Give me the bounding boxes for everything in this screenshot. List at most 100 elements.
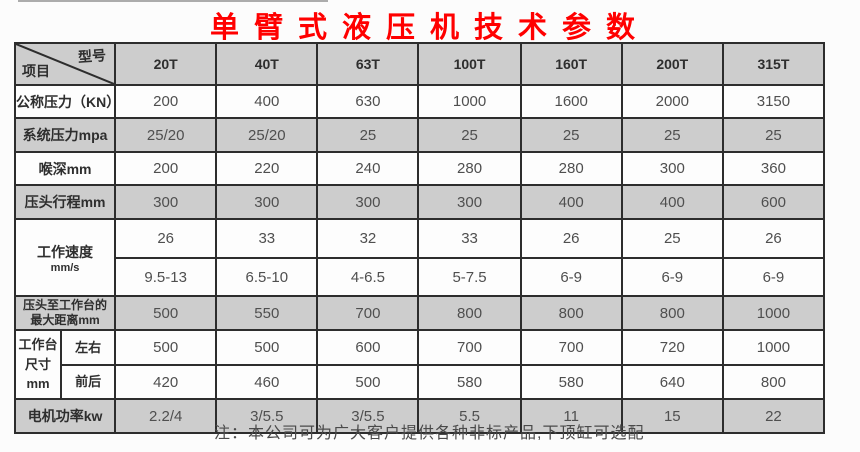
value-cell: 420 <box>114 364 218 400</box>
value-cell: 6-9 <box>721 257 826 297</box>
row-label: 公称压力（KN） <box>13 84 117 119</box>
value-cell: 11 <box>519 398 623 434</box>
value-cell: 22 <box>721 398 826 434</box>
row-working-speed-slow: 9.5-13 6.5-10 4-6.5 5-7.5 6-9 6-9 6-9 <box>15 257 826 297</box>
spec-table: 型号 项目 20T 40T 63T 100T 160T 200T 315T 公称… <box>13 42 826 434</box>
value-cell: 25/20 <box>215 117 319 153</box>
value-cell: 1000 <box>721 329 826 366</box>
value-cell: 25 <box>519 117 623 153</box>
table-size-label-line3: mm <box>26 376 50 392</box>
value-cell: 2.2/4 <box>114 398 218 434</box>
value-cell: 3/5.5 <box>316 398 420 434</box>
value-cell: 1000 <box>721 295 826 331</box>
lr-label: 左右 <box>60 329 117 366</box>
row-label: 压头至工作台的 最大距离mm <box>13 295 117 331</box>
value-cell: 32 <box>316 218 420 259</box>
value-cell: 720 <box>620 329 724 366</box>
value-cell: 600 <box>316 329 420 366</box>
value-cell: 3150 <box>721 84 826 119</box>
value-cell: 300 <box>417 184 522 220</box>
value-cell: 9.5-13 <box>114 257 218 297</box>
value-cell: 33 <box>215 218 319 259</box>
value-cell: 15 <box>620 398 724 434</box>
value-cell: 5-7.5 <box>417 257 522 297</box>
row-max-distance: 压头至工作台的 最大距离mm 500 550 700 800 800 800 1… <box>13 295 826 331</box>
value-cell: 400 <box>620 184 724 220</box>
value-cell: 1600 <box>519 84 623 119</box>
value-cell: 360 <box>721 151 826 186</box>
value-cell: 800 <box>620 295 724 331</box>
value-cell: 6-9 <box>519 257 623 297</box>
row-table-size-lr: 工作台 尺寸 mm 左右 500 500 600 700 700 720 100… <box>13 329 826 400</box>
value-cell: 640 <box>620 364 724 400</box>
header-row: 型号 项目 20T 40T 63T 100T 160T 200T 315T <box>13 42 826 86</box>
max-distance-label-line1: 压头至工作台的 <box>23 298 108 312</box>
footnote: 注：本公司可为广大客户提供各种非标产品,下顶缸可选配 <box>214 425 645 442</box>
value-cell: 800 <box>721 364 826 400</box>
value-cell: 700 <box>519 329 623 366</box>
value-cell: 500 <box>316 364 420 400</box>
value-cell: 3/5.5 <box>215 398 319 434</box>
value-cell: 25 <box>316 117 420 153</box>
value-cell: 300 <box>316 184 420 220</box>
value-cell: 25/20 <box>114 117 218 153</box>
model-header-100t: 100T <box>417 42 522 86</box>
working-speed-label: 工作速度 <box>37 243 94 260</box>
row-system-pressure: 系统压力mpa 25/20 25/20 25 25 25 25 25 <box>13 117 826 153</box>
value-cell: 220 <box>215 151 319 186</box>
value-cell: 25 <box>620 218 724 259</box>
table-size-label-line1: 工作台 <box>18 337 58 353</box>
max-distance-label-line2: 最大距离mm <box>30 313 100 327</box>
row-nominal-pressure: 公称压力（KN） 200 400 630 1000 1600 2000 3150 <box>13 84 826 119</box>
row-label: 工作速度 mm/s <box>13 218 117 297</box>
model-header-160t: 160T <box>519 42 623 86</box>
value-cell: 25 <box>620 117 724 153</box>
row-throat-depth: 喉深mm 200 220 240 280 280 300 360 <box>13 151 826 186</box>
value-cell: 6-9 <box>620 257 724 297</box>
value-cell: 600 <box>721 184 826 220</box>
value-cell: 26 <box>721 218 826 259</box>
value-cell: 25 <box>721 117 826 153</box>
corner-cell: 型号 项目 <box>13 42 117 86</box>
value-cell: 400 <box>519 184 623 220</box>
value-cell: 300 <box>215 184 319 220</box>
value-cell: 400 <box>215 84 319 119</box>
row-working-speed-fast: 工作速度 mm/s 26 33 32 33 26 25 26 <box>13 218 826 297</box>
table-size-label: 工作台 尺寸 mm <box>13 329 63 400</box>
value-cell: 300 <box>114 184 218 220</box>
value-cell: 500 <box>215 329 319 366</box>
value-cell: 630 <box>316 84 420 119</box>
corner-item-label: 项目 <box>22 63 50 79</box>
value-cell: 6.5-10 <box>215 257 319 297</box>
fb-label: 前后 <box>60 364 117 400</box>
value-cell: 4-6.5 <box>316 257 420 297</box>
value-cell: 1000 <box>417 84 522 119</box>
value-cell: 460 <box>215 364 319 400</box>
value-cell: 300 <box>620 151 724 186</box>
value-cell: 550 <box>215 295 319 331</box>
working-speed-unit: mm/s <box>50 261 80 274</box>
page-title: 单臂式液压机技术参数 <box>209 12 650 44</box>
value-cell: 500 <box>114 295 218 331</box>
value-cell: 200 <box>114 84 218 119</box>
row-table-size-fb: 前后 420 460 500 580 580 640 800 <box>15 364 826 400</box>
corner-model-label: 型号 <box>77 47 107 65</box>
value-cell: 33 <box>417 218 522 259</box>
value-cell: 200 <box>114 151 218 186</box>
row-motor-power: 电机功率kw 2.2/4 3/5.5 3/5.5 5.5 11 15 22 <box>13 398 826 434</box>
value-cell: 2000 <box>620 84 724 119</box>
row-label: 系统压力mpa <box>13 117 117 153</box>
diagonal-line-icon <box>16 44 114 84</box>
model-header-315t: 315T <box>721 42 826 86</box>
value-cell: 26 <box>519 218 623 259</box>
table-size-label-line2: 尺寸 <box>25 356 52 372</box>
value-cell: 580 <box>417 364 522 400</box>
row-label: 喉深mm <box>13 151 117 186</box>
value-cell: 500 <box>114 329 218 366</box>
value-cell: 280 <box>417 151 522 186</box>
value-cell: 800 <box>417 295 522 331</box>
model-header-40t: 40T <box>215 42 319 86</box>
model-header-200t: 200T <box>620 42 724 86</box>
scan-edge-artifact <box>18 0 328 2</box>
value-cell: 700 <box>316 295 420 331</box>
